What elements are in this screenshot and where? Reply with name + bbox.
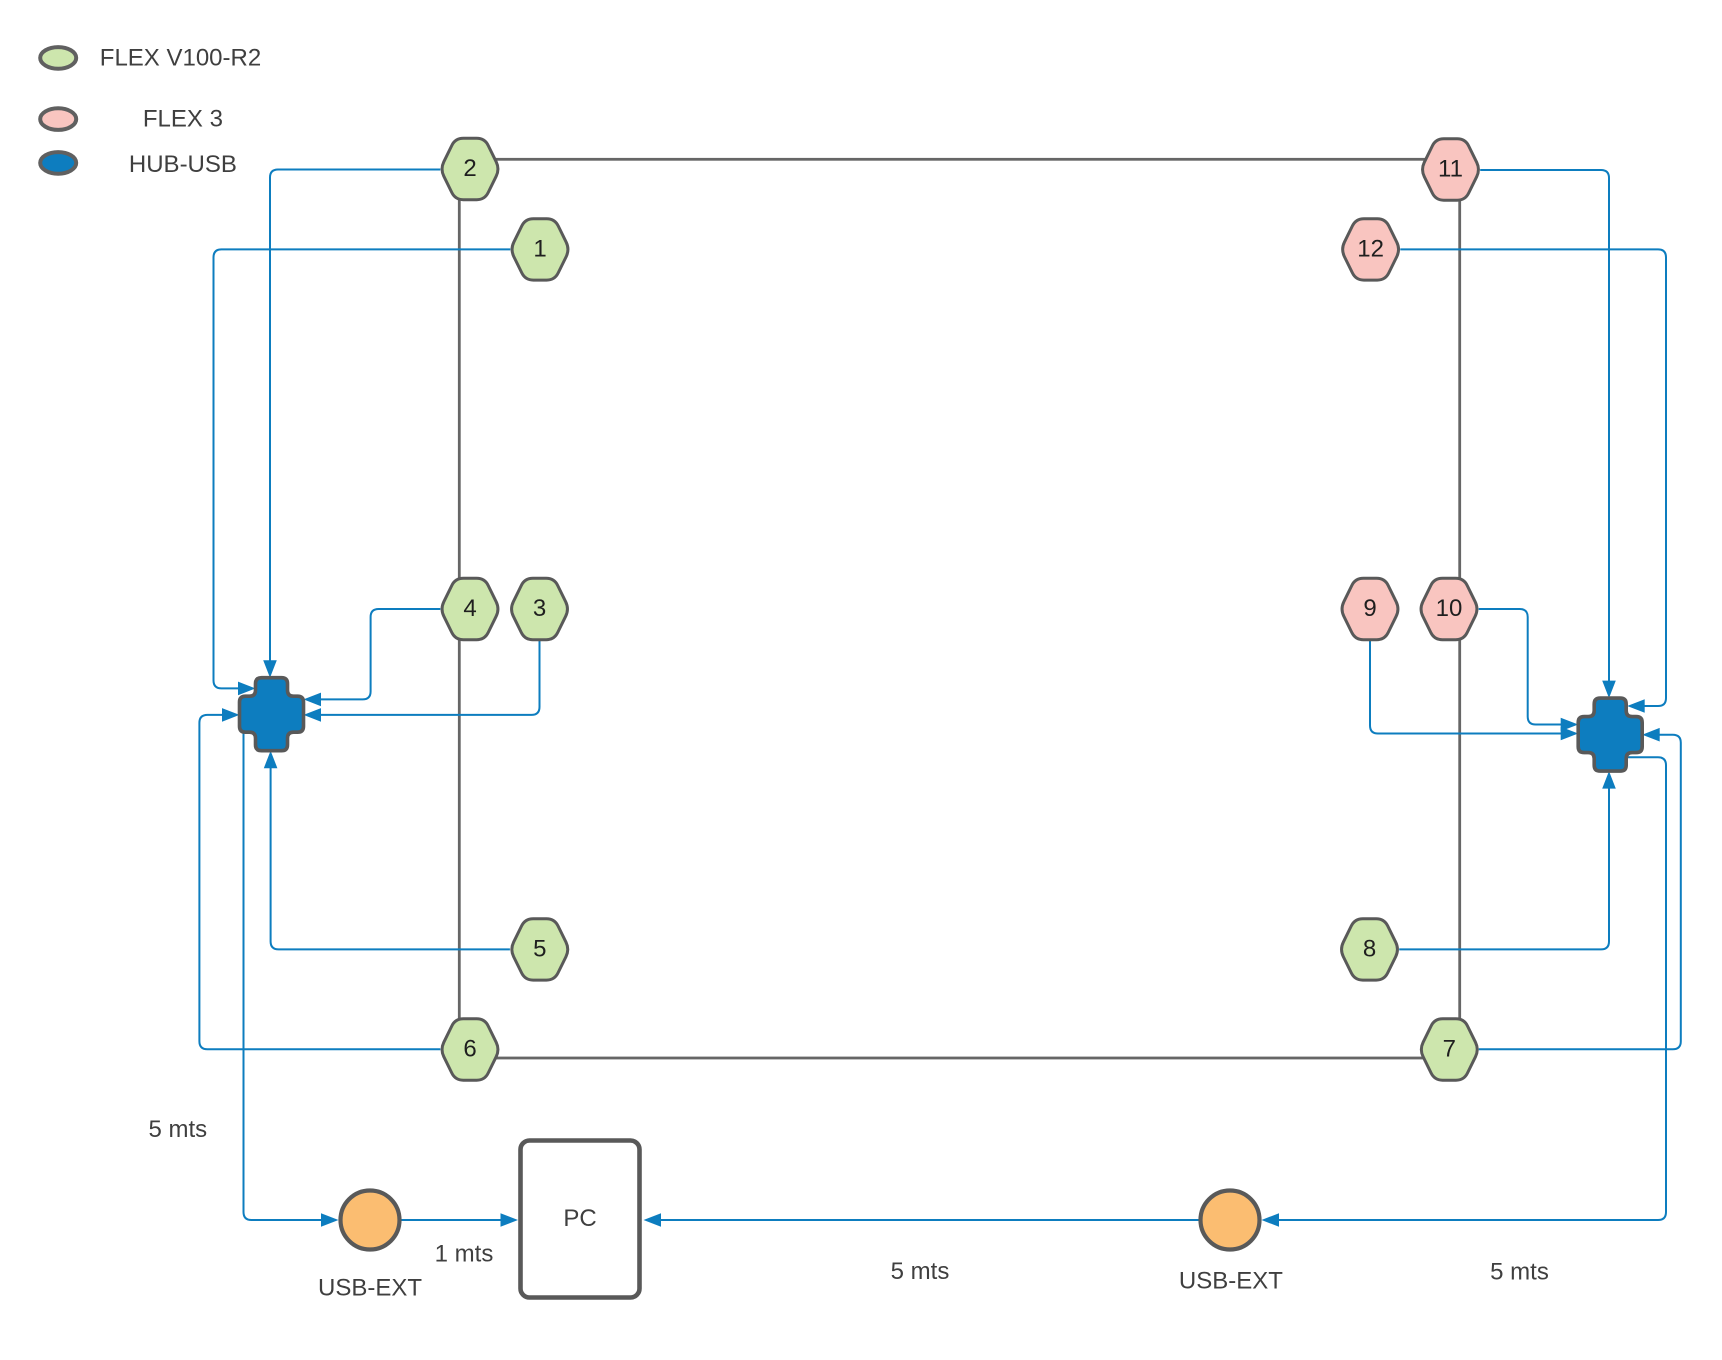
svg-text:5: 5 xyxy=(533,935,546,962)
svg-text:FLEX V100-R2: FLEX V100-R2 xyxy=(100,45,261,72)
svg-text:12: 12 xyxy=(1357,235,1384,262)
svg-text:2: 2 xyxy=(463,155,476,182)
svg-text:5 mts: 5 mts xyxy=(148,1116,207,1143)
svg-text:4: 4 xyxy=(463,595,476,622)
svg-text:11: 11 xyxy=(1438,156,1463,183)
svg-text:9: 9 xyxy=(1363,595,1376,622)
svg-text:1 mts: 1 mts xyxy=(435,1240,494,1267)
svg-text:8: 8 xyxy=(1363,935,1376,962)
svg-text:PC: PC xyxy=(563,1205,596,1232)
svg-text:3: 3 xyxy=(533,595,546,622)
svg-text:USB-EXT: USB-EXT xyxy=(1179,1268,1283,1295)
svg-text:10: 10 xyxy=(1436,595,1463,622)
svg-text:5 mts: 5 mts xyxy=(891,1258,950,1285)
svg-text:5 mts: 5 mts xyxy=(1490,1259,1549,1286)
svg-text:1: 1 xyxy=(533,235,546,262)
svg-text:HUB-USB: HUB-USB xyxy=(129,151,237,178)
svg-text:USB-EXT: USB-EXT xyxy=(318,1275,422,1302)
svg-text:FLEX 3: FLEX 3 xyxy=(143,106,223,133)
svg-text:6: 6 xyxy=(463,1036,476,1063)
svg-text:7: 7 xyxy=(1443,1036,1456,1063)
